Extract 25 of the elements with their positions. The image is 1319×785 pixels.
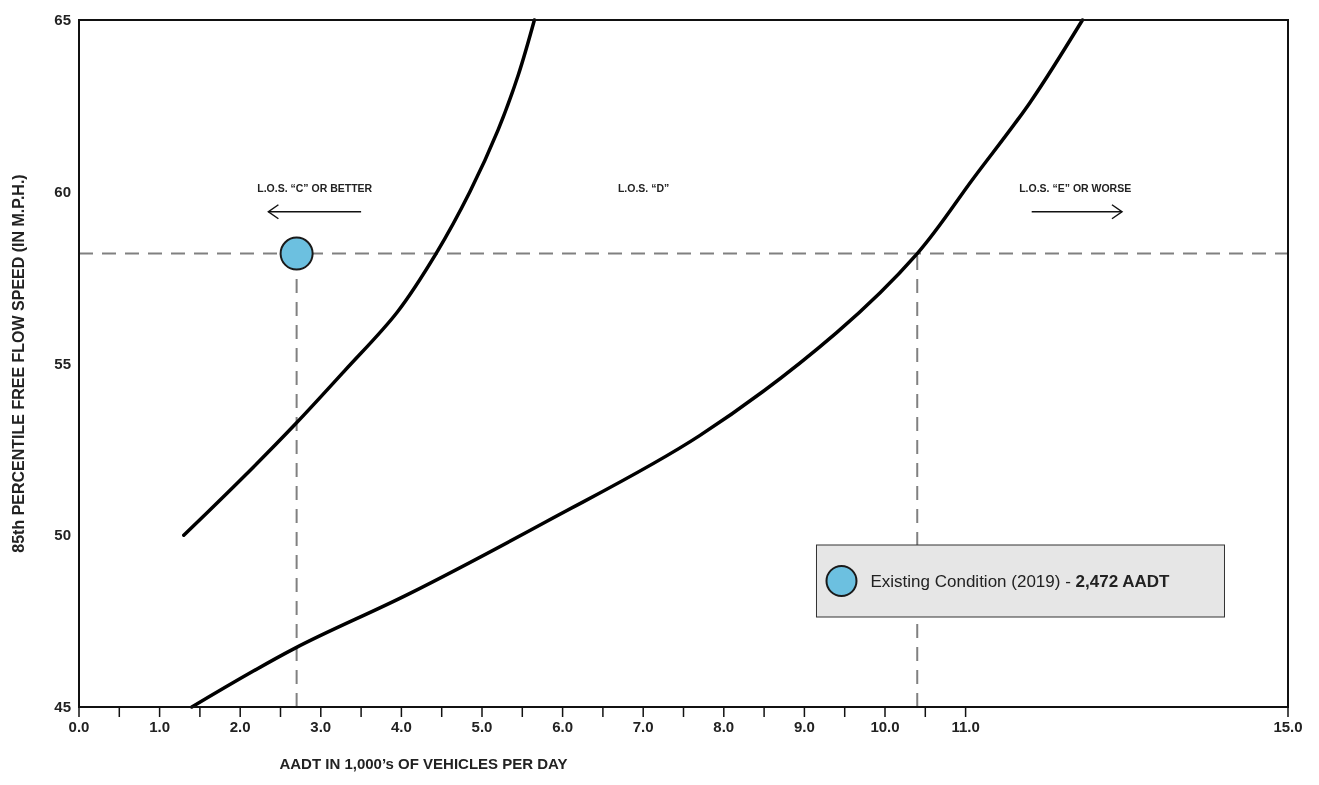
annotation: L.O.S. “D” [617,181,670,194]
x-tick-label: 6.0 [552,718,574,735]
y-tick-label: 60 [54,182,71,200]
x-tick-label: 8.0 [713,718,735,735]
y-tick-label: 50 [54,526,71,544]
x-tick-label: 11.0 [951,718,980,735]
y-tick-label: 55 [54,354,71,372]
legend-label: Existing Condition (2019) - 2,472 AADT [870,572,1171,591]
x-tick-label: 10.0 [870,718,900,735]
x-tick-label: 4.0 [390,718,412,735]
x-tick-label: 2.0 [229,718,251,735]
x-tick-label: 9.0 [793,718,815,735]
y-tick-label: 45 [54,698,71,715]
y-axis-title: 85th PERCENTILE FREE FLOW SPEED (IN M.P.H.) [10,174,27,553]
x-axis-title: AADT IN 1,000’s OF VEHICLES PER DAY [279,755,568,772]
x-tick-label: 1.0 [149,718,171,735]
x-tick-label: 5.0 [471,718,493,735]
x-tick-label: 15.0 [1273,718,1303,735]
x-tick-label: 3.0 [310,718,332,735]
annotation: L.O.S. “E” OR WORSE [1019,181,1132,194]
line-series [182,18,537,537]
annotation: L.O.S. “C” OR BETTER [257,181,373,194]
x-tick-label: 0.0 [68,718,90,735]
y-tick-label: 65 [54,11,71,28]
x-tick-label: 7.0 [632,718,654,735]
